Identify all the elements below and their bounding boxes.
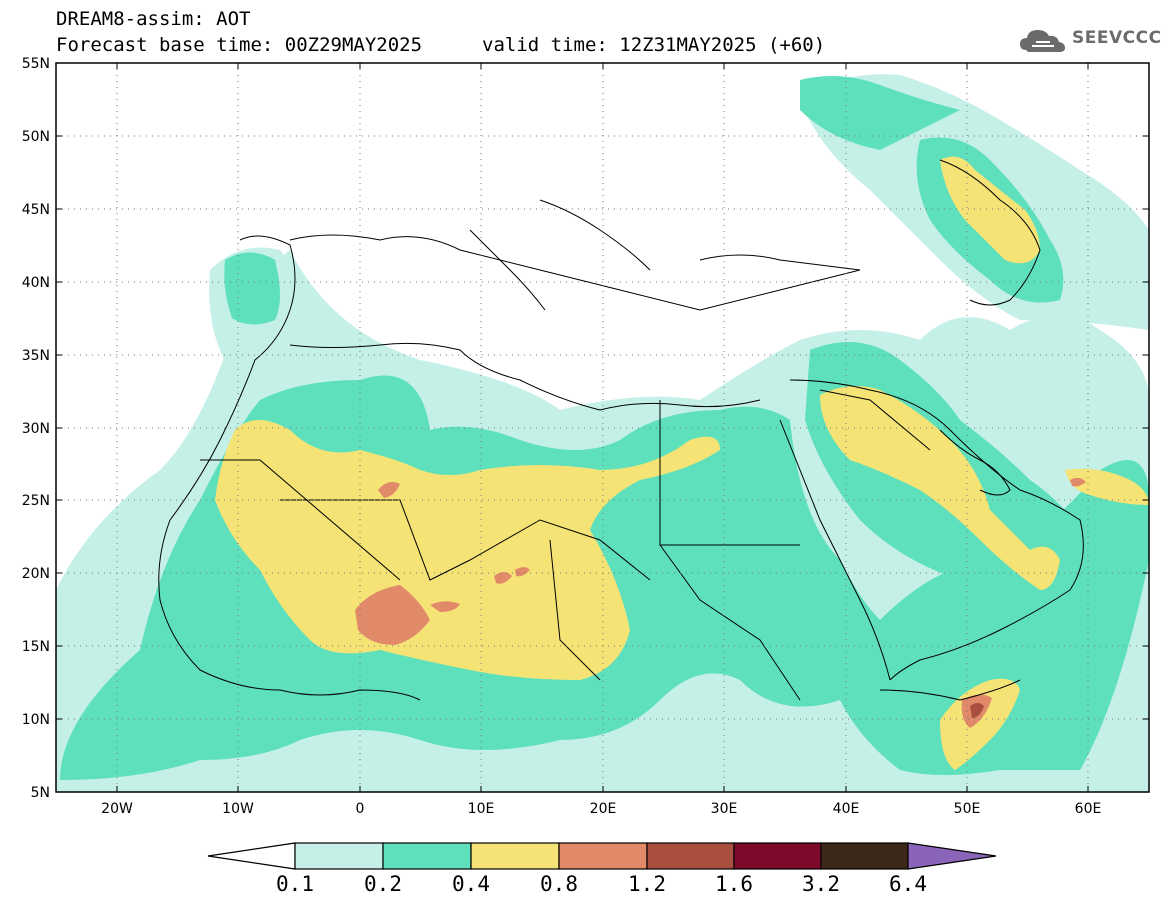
colorbar-segment xyxy=(558,842,648,870)
lon-label: 20E xyxy=(590,801,617,817)
colorbar-label: 1.6 xyxy=(715,872,753,896)
border-chad-sudan xyxy=(549,539,601,681)
grid xyxy=(56,63,1149,792)
forecast-base-time: Forecast base time: 00Z29MAY2025 xyxy=(56,34,423,56)
aot-band-0.8-niger xyxy=(430,601,460,612)
aot-band-0.8-chad-east xyxy=(515,567,530,577)
coastline-horn-of-africa xyxy=(879,679,1021,701)
aot-band-0.4-sahara xyxy=(215,420,720,680)
colorbar-label: 0.2 xyxy=(364,872,402,896)
lon-label: 50E xyxy=(954,801,981,817)
lat-label: 50N xyxy=(22,129,50,145)
lon-label: 40E xyxy=(833,801,860,817)
colorbar-label: 0.8 xyxy=(540,872,578,896)
aot-band-0.4-gulf xyxy=(1065,468,1149,505)
aot-band-0.8-chad xyxy=(494,572,512,584)
lon-label: 0 xyxy=(356,801,365,817)
lat-label: 35N xyxy=(22,348,50,364)
colorbar-segment xyxy=(820,842,909,870)
latitude-labels: 55N 50N 45N 40N 35N 30N 25N 20N 15N 10N … xyxy=(22,56,50,801)
tick-marks xyxy=(56,62,1149,793)
border-mali-niger xyxy=(280,499,651,581)
colorbar-label: 3.2 xyxy=(802,872,840,896)
border-algeria-mali xyxy=(200,459,401,581)
colorbar: 0.1 0.2 0.4 0.8 1.2 1.6 3.2 6.4 xyxy=(207,842,997,896)
colorbar-label: 0.4 xyxy=(452,872,490,896)
coastline-caspian xyxy=(939,159,1041,306)
colorbar-label: 0.1 xyxy=(276,872,314,896)
coastline-arabia xyxy=(789,379,1084,681)
lat-label: 45N xyxy=(22,202,50,218)
colorbar-segment xyxy=(733,842,822,870)
colorbar-label: 1.2 xyxy=(628,872,666,896)
lon-label: 20W xyxy=(101,801,133,817)
aot-band-0.4-caspian xyxy=(940,156,1040,264)
coastline-persian-gulf xyxy=(939,429,1011,496)
valid-time: valid time: 12Z31MAY2025 (+60) xyxy=(482,34,826,56)
border-saudi-iraq xyxy=(819,389,931,451)
lon-label: 10E xyxy=(468,801,495,817)
aot-band-0.4-arabia xyxy=(820,386,1060,590)
aot-band-0.4-arabian-sea xyxy=(940,678,1020,770)
lon-label: 10W xyxy=(222,801,254,817)
aot-band-0.2-north xyxy=(800,76,960,150)
lat-label: 10N xyxy=(22,712,50,728)
lat-label: 25N xyxy=(22,493,50,509)
longitude-labels: 20W 10W 0 10E 20E 30E 40E 50E 60E xyxy=(101,801,1101,817)
colorbar-segment xyxy=(294,842,384,870)
coastline-red-sea xyxy=(779,419,891,681)
map-title: DREAM8-assim: AOT xyxy=(56,8,251,30)
colorbar-label: 6.4 xyxy=(889,872,927,896)
colorbar-segment xyxy=(646,842,735,870)
coastlines xyxy=(158,159,1084,701)
coastline-europe xyxy=(289,234,861,311)
colorbar-segment xyxy=(382,842,472,870)
coastline-west-africa xyxy=(158,235,421,701)
aot-band-0.8-algeria xyxy=(378,482,400,498)
lat-label: 55N xyxy=(22,56,50,72)
aot-band-1.2-arabian-sea xyxy=(970,703,984,718)
cloud-icon xyxy=(1020,30,1065,52)
coastline-balkans xyxy=(539,199,651,271)
aot-band-0.2-iberia xyxy=(224,252,280,325)
aot-band-0.8-mali xyxy=(355,585,430,645)
lat-label: 20N xyxy=(22,566,50,582)
logo-text: SEEVCCC xyxy=(1072,28,1162,48)
lat-label: 15N xyxy=(22,639,50,655)
colorbar-low-arrow xyxy=(207,842,296,870)
lat-label: 40N xyxy=(22,275,50,291)
aot-field xyxy=(56,74,1149,792)
coastline-italy xyxy=(469,229,546,311)
colorbar-segment xyxy=(470,842,560,870)
aot-band-0.8-uae xyxy=(1070,477,1086,487)
lat-label: 30N xyxy=(22,421,50,437)
lat-label: 5N xyxy=(31,785,50,801)
colorbar-high-arrow xyxy=(907,842,997,870)
coastline-anatolia xyxy=(699,254,861,271)
coastline-north-africa xyxy=(289,342,761,411)
lon-label: 30E xyxy=(711,801,738,817)
lon-label: 60E xyxy=(1075,801,1102,817)
